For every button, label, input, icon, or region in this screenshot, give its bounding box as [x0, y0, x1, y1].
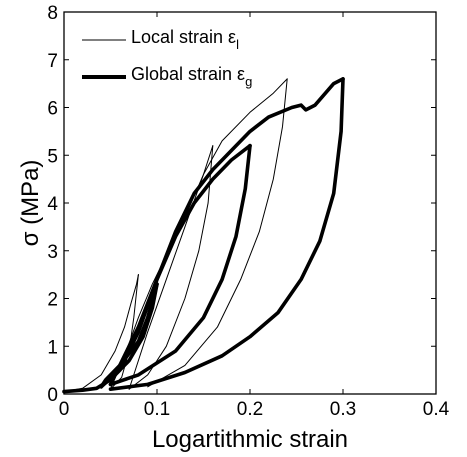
- series-line-segment: [147, 78, 288, 388]
- series-line-segment: [128, 78, 288, 390]
- y-tick-label: 7: [47, 51, 58, 72]
- x-tick-label: 0.3: [330, 399, 356, 420]
- y-tick-label: 5: [47, 146, 58, 167]
- y-tick-label: 2: [47, 290, 58, 311]
- series-line-segment: [108, 143, 252, 387]
- series-global-strain: [62, 77, 345, 394]
- legend-name-global: Global strain ε: [131, 64, 245, 84]
- series-line-segment: [128, 145, 214, 390]
- legend-subscript-global: g: [245, 74, 252, 89]
- series-line-segment: [108, 77, 345, 392]
- legend-label-local: Local strain εl: [131, 27, 239, 52]
- y-tick-label: 0: [47, 385, 58, 406]
- y-axis-ticks: 0 1 2 3 4 5 6 7 8: [47, 3, 436, 406]
- legend-label-global: Global strain εg: [131, 64, 252, 89]
- series-layer: [62, 77, 345, 394]
- series-line-segment: [108, 77, 345, 387]
- y-axis-label: σ (MPa): [17, 160, 44, 247]
- y-tick-label: 4: [47, 194, 58, 215]
- y-tick-label: 6: [47, 99, 58, 120]
- y-tick-label: 3: [47, 242, 58, 263]
- legend-subscript-local: l: [236, 37, 239, 52]
- x-tick-label: 0.4: [423, 399, 450, 420]
- x-tick-label: 0.2: [237, 399, 263, 420]
- plot-frame: [63, 11, 437, 395]
- x-tick-label: 0.1: [144, 399, 170, 420]
- series-line-segment: [63, 274, 139, 393]
- x-axis-label: Logartithmic strain: [152, 426, 348, 453]
- legend: Local strain εl Global strain εg: [82, 27, 252, 89]
- y-tick-label: 1: [47, 337, 58, 358]
- x-axis-ticks: 0 0.1 0.2 0.3 0.4: [59, 12, 450, 420]
- legend-name-local: Local strain ε: [131, 27, 236, 47]
- y-tick-label: 8: [47, 3, 58, 24]
- x-tick-label: 0: [59, 399, 70, 420]
